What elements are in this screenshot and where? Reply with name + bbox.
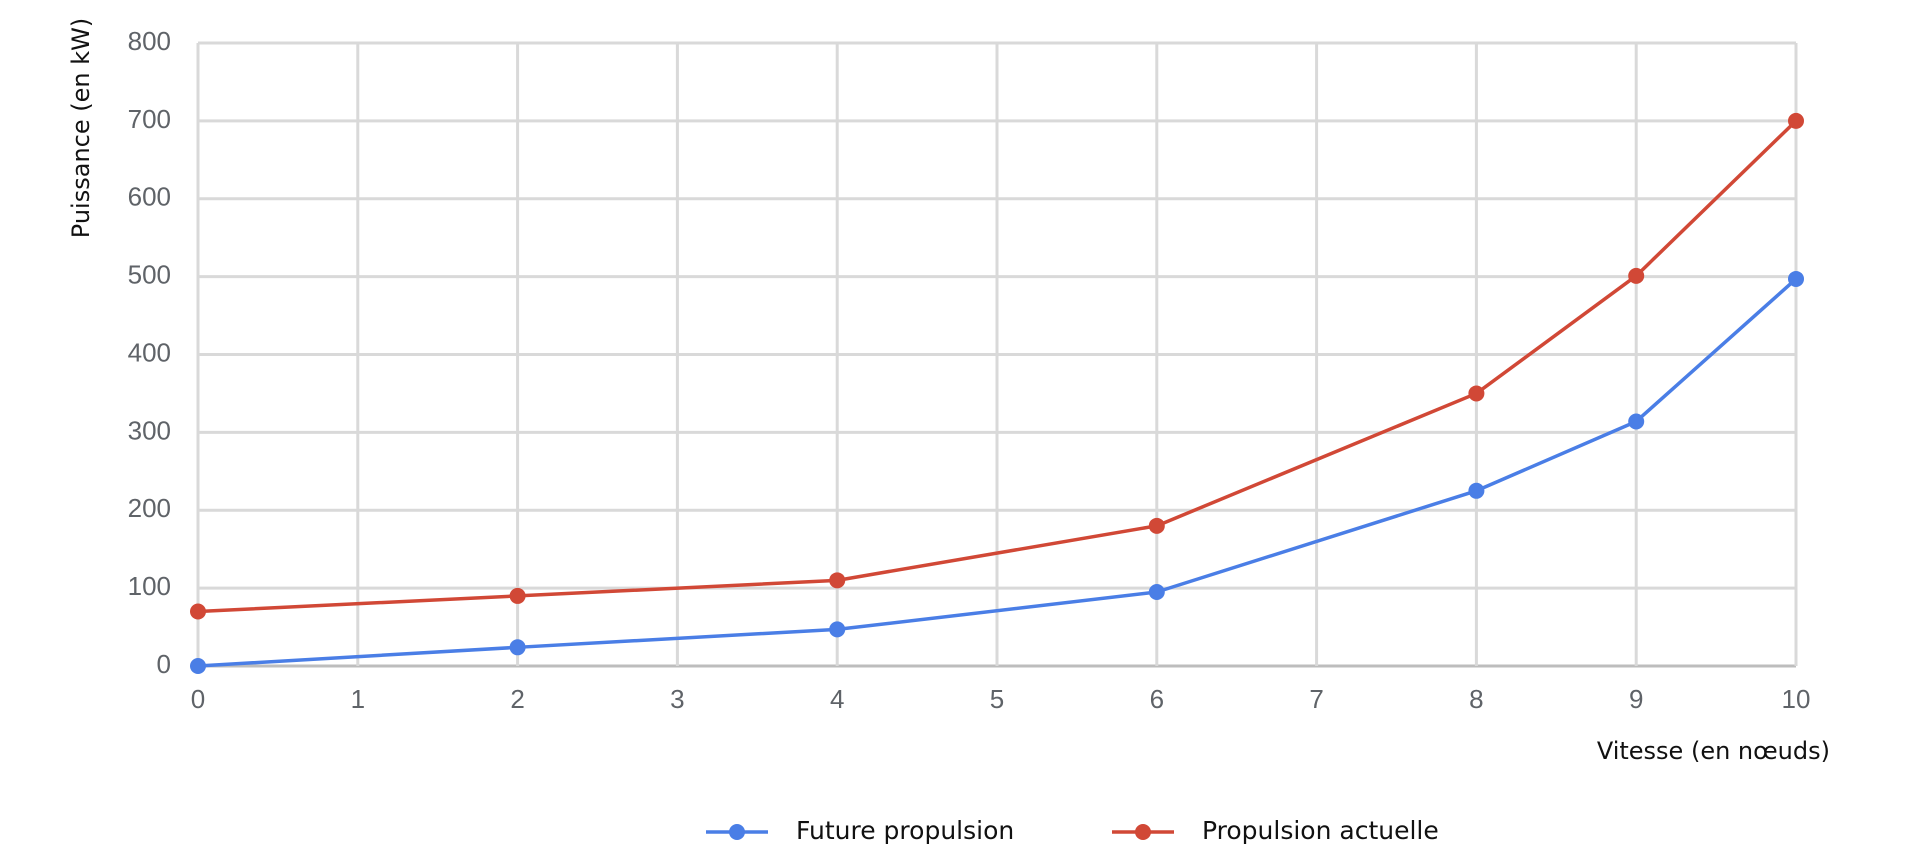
data-point xyxy=(509,587,526,604)
y-tick-label: 200 xyxy=(128,493,171,523)
y-tick-label: 0 xyxy=(157,649,171,679)
data-point xyxy=(190,658,206,674)
data-point xyxy=(1468,482,1485,499)
x-tick-label: 5 xyxy=(990,684,1004,714)
x-tick-label: 4 xyxy=(830,684,844,714)
grid-layer xyxy=(196,41,1798,668)
data-point xyxy=(190,603,206,620)
x-tick-label: 0 xyxy=(191,684,205,714)
x-tick-label: 2 xyxy=(510,684,524,714)
y-tick-label: 700 xyxy=(128,104,171,134)
x-tick-label: 8 xyxy=(1469,684,1483,714)
data-point xyxy=(829,572,846,589)
y-tick-label: 400 xyxy=(128,337,171,367)
legend-item-0: Future propulsion xyxy=(706,816,1014,845)
x-tick-label: 7 xyxy=(1309,684,1323,714)
legend-label: Future propulsion xyxy=(796,816,1014,845)
x-tick-label: 6 xyxy=(1150,684,1164,714)
legend: Future propulsion Propulsion actuelle xyxy=(706,816,1439,845)
y-tick-label: 500 xyxy=(128,260,171,290)
data-point xyxy=(1628,413,1645,430)
legend-marker xyxy=(729,824,745,840)
data-point xyxy=(1148,517,1165,534)
y-tick-label: 100 xyxy=(128,571,171,601)
tick-labels: 0 100 200 300 400 500 600 700 800 0 1 2 3 4 5 6 7 8 9 10 xyxy=(128,26,1811,714)
y-tick-label: 800 xyxy=(128,26,171,56)
y-tick-label: 300 xyxy=(128,415,171,445)
data-point xyxy=(1148,584,1165,601)
y-tick-label: 600 xyxy=(128,182,171,212)
data-point xyxy=(1788,270,1804,287)
y-axis-title: Puissance (en kW) xyxy=(67,18,95,238)
data-point xyxy=(1628,267,1645,284)
data-point xyxy=(509,639,526,656)
series-1 xyxy=(190,112,1804,620)
series-0 xyxy=(190,270,1804,674)
x-tick-label: 3 xyxy=(670,684,684,714)
data-point xyxy=(1468,385,1485,402)
series-layer xyxy=(190,112,1804,674)
legend-marker xyxy=(1135,824,1151,840)
legend-label: Propulsion actuelle xyxy=(1202,816,1439,845)
x-tick-label: 10 xyxy=(1782,684,1811,714)
legend-item-1: Propulsion actuelle xyxy=(1112,816,1439,845)
data-point xyxy=(1788,112,1804,129)
x-axis-title: Vitesse (en nœuds) xyxy=(1597,737,1830,765)
x-tick-label: 1 xyxy=(351,684,365,714)
x-tick-label: 9 xyxy=(1629,684,1643,714)
data-point xyxy=(829,621,846,638)
